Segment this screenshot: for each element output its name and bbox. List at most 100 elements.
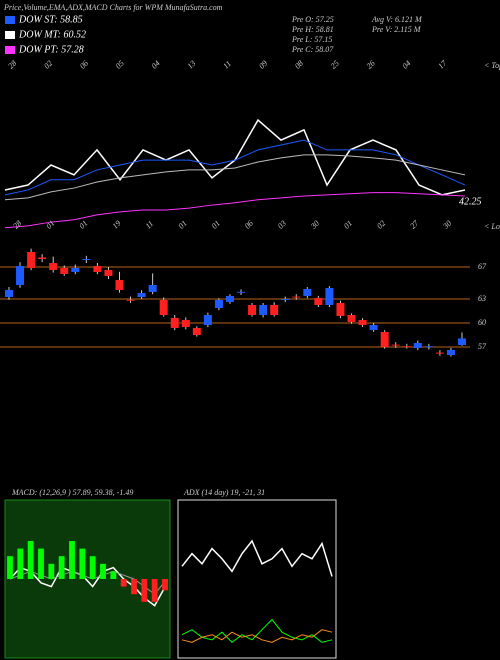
legend-label: DOW MT: 60.52 [18,29,86,40]
candle-body [170,317,179,328]
y-tick-label: 60 [478,318,486,327]
candle-body [214,299,223,308]
candle-body [259,305,268,315]
date-label: 19 [111,219,123,231]
legend-label: DOW ST: 58.85 [18,14,83,25]
candle-body [137,293,146,297]
candle-body [148,285,157,292]
candle-body [435,352,444,354]
candle-body [458,338,466,345]
candle-body [192,327,201,335]
date-label: 04 [150,59,162,71]
histogram-bar [79,548,86,579]
date-label: 27 [408,218,421,231]
candle-body [27,251,36,268]
histogram-bar [58,556,65,579]
stat: Pre L: 57.15 [291,35,332,44]
date-label: 11 [221,59,233,71]
date-label: 28 [11,219,23,231]
date-label: 30 [441,219,454,232]
date-label: 08 [293,59,305,71]
panel-title: MACD: (12,26,9 ) 57.89, 59.38, -1.49 [11,488,133,497]
date-label: 25 [329,59,341,71]
candle-body [248,305,257,315]
candle-body [413,343,422,348]
line [4,139,466,196]
candle-body [60,267,69,274]
candle-body [446,349,455,355]
histogram-bar [162,579,168,591]
candle-body [303,289,312,296]
candle-body [93,265,102,272]
candle-body [347,315,356,322]
candle-body [380,331,389,347]
date-label: 05 [114,59,126,71]
line [181,539,333,577]
date-label: 28 [6,59,18,71]
line [4,118,466,196]
candle-body [16,265,25,285]
annotation: 42.25 [459,196,482,207]
date-label: 02 [375,219,387,231]
histogram-bar [120,579,127,587]
stat: Pre C: 58.07 [291,45,334,54]
date-label: 02 [42,59,54,71]
candle-body [49,263,58,270]
tops-label: < Tops [484,61,500,70]
histogram-bar [17,548,24,579]
candle-body [358,319,367,325]
panel-title: ADX (14 day) 19, -21, 31 [183,488,265,497]
date-label: 30 [308,219,321,232]
histogram-bar [100,563,106,579]
histogram-bar [131,579,137,595]
stat: Pre V: 2.115 M [371,25,422,34]
y-tick-label: 67 [478,262,487,271]
histogram-bar [141,579,148,602]
candle-body [159,299,168,315]
candle-body [126,299,135,301]
candle-body [38,257,47,259]
candle-body [115,279,124,290]
panel [177,499,337,659]
candle-body [292,296,301,298]
candle-body [181,319,190,327]
candle-body [203,315,212,325]
date-label: 04 [401,59,413,71]
stat: Pre O: 57.25 [291,15,334,24]
candle-body [336,303,345,316]
candle-body [237,291,246,293]
candle-body [325,287,334,305]
date-label: 06 [78,59,90,71]
line [4,154,466,201]
candle-body [424,346,433,348]
candle-body [402,346,411,348]
line [4,192,466,229]
legend-label: DOW PT: 57.28 [18,44,84,55]
candle-body [391,344,400,346]
date-label: 01 [210,219,222,231]
candle-body [314,297,323,305]
legend-swatch [5,46,15,54]
date-label: 01 [77,219,89,231]
legend-swatch [5,31,15,39]
lows-label: < Lows [484,222,500,231]
candle-body [369,325,378,330]
date-label: 01 [342,219,354,231]
date-label: 13 [186,59,198,71]
candle-body [5,289,13,297]
histogram-bar [7,556,13,579]
histogram-bar [151,579,158,602]
candle-body [225,295,234,302]
line [9,566,166,607]
histogram-bar [89,556,96,579]
y-tick-label: 63 [478,294,486,303]
candle-body [281,299,290,300]
date-label: 01 [177,219,189,231]
histogram-bar [48,563,55,579]
stat: Pre H: 58.81 [291,25,334,34]
line [9,570,166,595]
stat: Avg V: 6.121 M [371,15,423,24]
candle-body [82,259,91,260]
